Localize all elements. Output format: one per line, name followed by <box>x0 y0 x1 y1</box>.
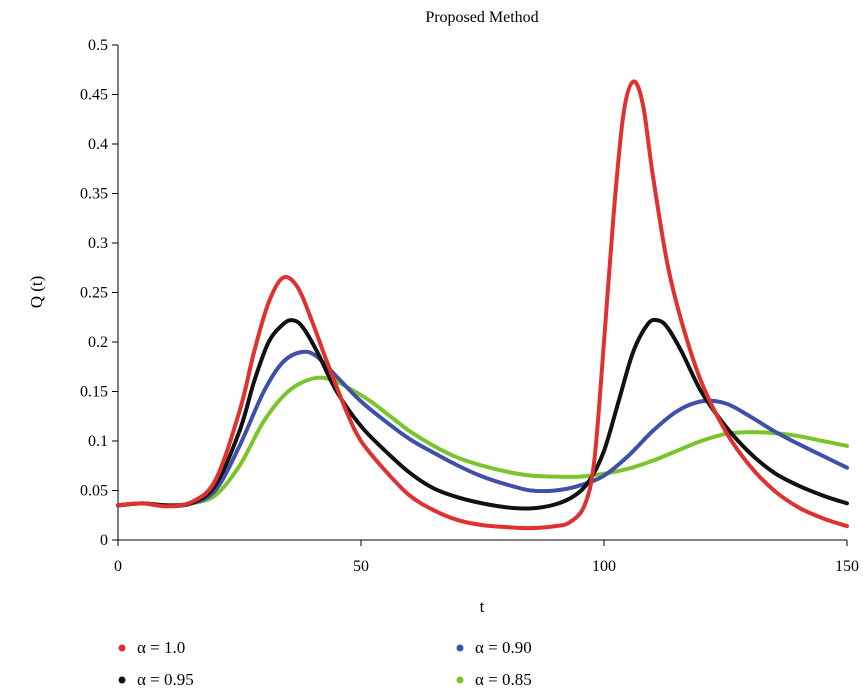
y-tick-label: 0.2 <box>88 334 108 351</box>
x-tick-label: 0 <box>114 558 122 575</box>
series-line-alpha-0-90 <box>116 349 849 508</box>
x-tick-label: 100 <box>592 558 616 575</box>
y-tick-label: 0.25 <box>80 285 108 302</box>
series-line-alpha-0-85 <box>116 375 849 508</box>
legend-marker-alpha-0-95 <box>118 676 126 684</box>
legend-label-alpha-0-90: α = 0.90 <box>475 638 532 657</box>
series-line-alpha-0-95 <box>116 317 849 511</box>
chart-title: Proposed Method <box>425 9 538 26</box>
legend-marker-alpha-1-0 <box>118 644 126 652</box>
y-tick-label: 0.45 <box>80 87 108 104</box>
legend-marker-alpha-0-85 <box>456 676 464 684</box>
legend-label-alpha-1-0: α = 1.0 <box>137 638 185 657</box>
legend-label-alpha-0-95: α = 0.95 <box>137 670 194 689</box>
x-ticks: 0 50 100 150 <box>114 540 859 575</box>
y-ticks: 0 0.05 0.1 0.15 0.2 0.25 0.3 0.35 0.4 0.45 0.5 <box>80 37 118 549</box>
y-tick-label: 0.35 <box>80 186 108 203</box>
x-axis-title: t <box>480 597 485 616</box>
x-tick-label: 50 <box>353 558 369 575</box>
series-line-alpha-1-0 <box>116 79 849 531</box>
y-tick-label: 0.05 <box>80 483 108 500</box>
y-tick-label: 0.3 <box>88 235 108 252</box>
y-tick-label: 0.4 <box>88 136 108 153</box>
legend: α = 1.0 α = 0.95 α = 0.90 α = 0.85 <box>118 638 532 689</box>
y-axis-title: Q (t) <box>27 276 46 309</box>
legend-label-alpha-0-85: α = 0.85 <box>475 670 532 689</box>
y-tick-label: 0.5 <box>88 37 108 54</box>
y-tick-label: 0.15 <box>80 384 108 401</box>
x-tick-label: 150 <box>835 558 859 575</box>
y-tick-label: 0 <box>100 532 108 549</box>
y-tick-label: 0.1 <box>88 433 108 450</box>
series-layer <box>116 79 849 531</box>
legend-marker-alpha-0-90 <box>456 644 464 652</box>
